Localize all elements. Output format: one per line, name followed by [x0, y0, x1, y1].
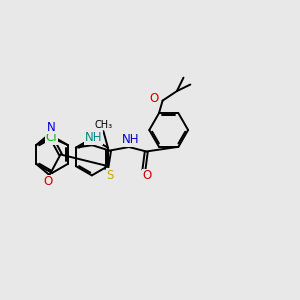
Text: O: O — [43, 175, 52, 188]
Text: S: S — [106, 169, 114, 182]
Text: CH₃: CH₃ — [94, 120, 112, 130]
Text: O: O — [143, 169, 152, 182]
Text: NH: NH — [85, 131, 103, 144]
Text: NH: NH — [122, 133, 139, 146]
Text: Cl: Cl — [46, 131, 58, 144]
Text: N: N — [46, 121, 55, 134]
Text: O: O — [150, 92, 159, 105]
